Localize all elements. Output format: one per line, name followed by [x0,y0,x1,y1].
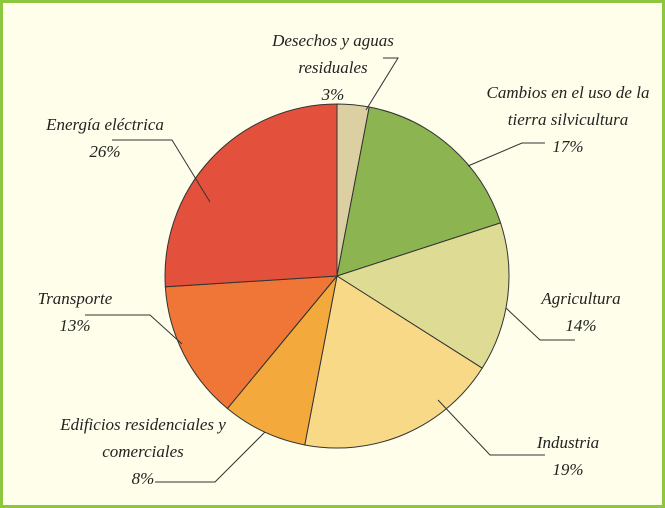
leader-line [437,399,545,456]
pie-slice [304,275,483,449]
category-label: Agricultura [541,289,621,308]
slice-label: Energía eléctrica 26% [25,111,185,165]
leader-line [467,142,545,167]
slice-label: Desechos y aguas residuales 3% [258,27,408,108]
category-label: Cambios en el uso de la tierra silvicult… [486,83,650,129]
slice-label: Transporte 13% [10,285,140,339]
pie-slice [164,103,338,288]
value-label: 13% [59,316,91,335]
category-label: Energía eléctrica [46,115,164,134]
pie-slice [335,222,510,369]
slice-label: Industria 19% [508,429,628,483]
value-label: 26% [89,142,121,161]
slice-label: Edificios residenciales y comerciales 8% [48,411,238,492]
category-label: Industria [536,433,600,452]
leader-line [365,57,399,111]
category-label: Edificios residenciales y comerciales [60,415,226,461]
value-label: 19% [552,460,584,479]
slice-label: Cambios en el uso de la tierra silvicult… [478,79,658,160]
slice-label: Agricultura 14% [521,285,641,339]
value-label: 17% [552,137,584,156]
value-label: 8% [131,469,155,488]
pie-slice [164,275,339,410]
leader-line [112,139,211,203]
leader-line [155,431,266,483]
leader-line [505,307,575,341]
category-label: Desechos y aguas residuales [272,31,394,77]
pie-slice [336,106,502,277]
leader-line [85,314,183,345]
category-label: Transporte [37,289,113,308]
value-label: 3% [321,85,345,104]
value-label: 14% [565,316,597,335]
